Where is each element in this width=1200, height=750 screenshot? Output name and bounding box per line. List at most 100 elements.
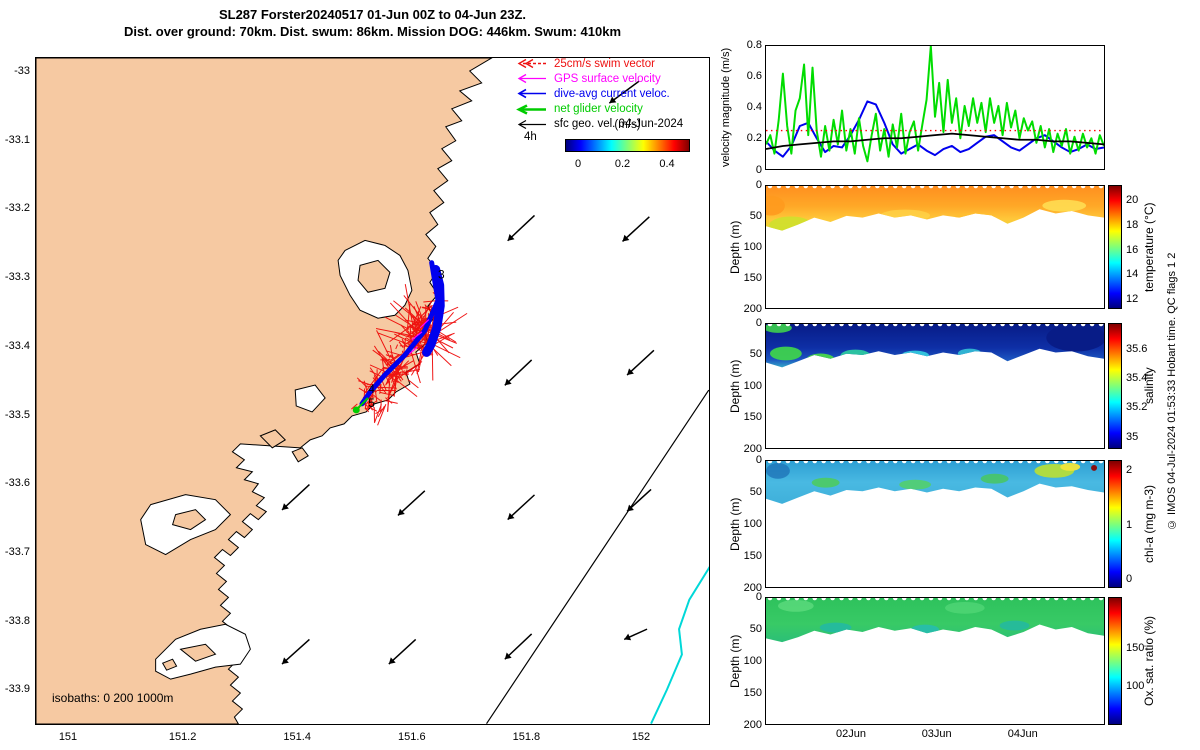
colorbar-tick-label: 0: [1126, 573, 1133, 586]
map-y-tick-label: -33: [14, 65, 30, 77]
gps-surface-velocity-mark: [409, 346, 418, 355]
colorbar-tick-label: 1: [1126, 518, 1133, 531]
depth-tick-label: 0: [755, 453, 762, 466]
gps-surface-velocity-mark: [419, 319, 430, 329]
geo-velocity-arrow: [621, 216, 650, 243]
small-lagoon: [294, 384, 326, 413]
time-x-tick-label: 03Jun: [921, 728, 952, 740]
averaging-window-label: 4h: [524, 131, 537, 143]
land-mass: [36, 58, 493, 724]
geo-velocity-arrow: [397, 490, 426, 516]
colorbar-tick-label: 16: [1126, 243, 1139, 256]
depth-tick-label: 200: [743, 581, 762, 594]
depth-tick-label: 200: [743, 442, 762, 455]
map-y-tick-label: -33.5: [4, 408, 30, 421]
gps-surface-velocity-mark: [411, 331, 423, 341]
waypoint-label: 3: [438, 267, 445, 281]
isobath-200m-line: [486, 389, 709, 724]
waypoint-label: 4: [368, 382, 375, 396]
depth-tick-label: 200: [743, 302, 762, 315]
depth-tick-label: 0: [755, 178, 762, 191]
legend-colorbar: [565, 139, 690, 152]
depth-tick-label: 0: [755, 316, 762, 329]
colorbar-tick-label: 2: [1126, 464, 1133, 477]
legend-label-dive-avg-current: dive-avg current veloc.: [554, 87, 670, 100]
salinity-panel: [765, 323, 1105, 449]
depth-tick-label: 150: [743, 686, 762, 699]
legend-label-sfc-geo-velocity: sfc geo. vel. 04-Jun-2024: [554, 118, 684, 131]
map-y-tick-label: -33.4: [4, 339, 30, 352]
legend-item-net-glider-velocity: net glider velocity: [514, 102, 683, 117]
map-x-tick-label: 151.4: [283, 731, 311, 743]
velocity-y-tick-label: 0.2: [746, 132, 762, 145]
legend-label-gps-velocity: GPS surface velocity: [554, 72, 661, 85]
ox-data-band: [766, 598, 1104, 643]
legend-colorbar-title: (m/s): [614, 119, 641, 131]
legend-item-gps-velocity: GPS surface velocity: [514, 71, 683, 86]
map-title: SL287 Forster20240517 01-Jun 00Z to 04-J…: [218, 7, 527, 22]
map-legend: 25cm/s swim vector GPS surface velocity …: [514, 56, 683, 132]
temp-data-band: [766, 186, 1104, 231]
geo-velocity-arrow: [388, 638, 417, 665]
oxygen-colorbar: [1108, 597, 1122, 725]
depth-tick-label: 50: [749, 209, 762, 222]
legend-label-net-glider-velocity: net glider velocity: [554, 103, 643, 116]
legend-colorbar-tick-label: 0.4: [659, 158, 675, 170]
velocity-y-tick-label: 0.4: [746, 101, 762, 113]
legend-colorbar-tick-label: 0.2: [614, 158, 631, 170]
time-x-tick-label: 04Jun: [1007, 728, 1038, 740]
estuary-island: [179, 643, 217, 662]
salinity-section-canvas: [766, 324, 1104, 368]
legend-colorbar-tick-label: 0: [574, 158, 582, 170]
depth-tick-label: 100: [743, 517, 762, 530]
map-y-tick-label: -33.9: [4, 683, 30, 696]
isobath-1000m-line: [650, 566, 709, 724]
dive-avg-current-track: [422, 265, 445, 357]
geo-velocity-arrow: [281, 638, 310, 665]
map-x-tick-label: 151.8: [512, 731, 541, 743]
map-y-tick-label: -33.7: [4, 545, 30, 558]
geo-velocity-arrow: [507, 494, 536, 521]
geo-velocity-arrow: [507, 214, 536, 242]
map-canvas: 3 45: [36, 58, 709, 724]
map-y-tick-label: -33.3: [4, 271, 30, 284]
chl-band-texture: [766, 462, 1098, 490]
map-x-tick-label: 151.6: [398, 731, 426, 743]
inland-lake-island: [171, 509, 207, 531]
velocity-y-tick-label: 0.6: [746, 69, 762, 82]
temperature-section-canvas: [766, 186, 1104, 231]
temperature-colorbar: [1108, 185, 1122, 309]
geo-velocity-arrow: [626, 349, 655, 376]
map-y-tick-label: -33.2: [4, 202, 30, 215]
chla-high-value-spot: [1091, 464, 1098, 471]
velocity-chart-canvas: [766, 46, 1104, 163]
depth-tick-label: 100: [743, 379, 762, 392]
geo-velocity-arrow: [623, 628, 648, 641]
time-x-tick-label: 02Jun: [836, 728, 866, 740]
map-y-tick-label: -33.8: [4, 614, 30, 627]
mission-end-marker: [352, 406, 360, 414]
series-net-glider-velocity: [766, 46, 1104, 163]
temperature-panel: [765, 185, 1105, 309]
isobaths-label: isobaths: 0 200 1000m: [52, 691, 174, 705]
depth-tick-label: 50: [749, 485, 762, 498]
colorbar-tick-label: 35.4: [1126, 372, 1148, 385]
map-x-tick-label: 152: [631, 731, 651, 743]
velocity-y-tick-label: 0.8: [746, 38, 762, 51]
colorbar-tick-label: 35.2: [1126, 401, 1148, 414]
chla-colorbar: [1108, 460, 1122, 588]
depth-tick-label: 150: [743, 411, 762, 423]
gps-velocity-arrow-icon: [517, 74, 546, 84]
map-subtitle: Dist. over ground: 70km. Dist. swum: 86k…: [123, 24, 622, 39]
chl-data-band: [766, 461, 1104, 504]
depth-tick-label: 50: [749, 622, 762, 635]
legend-item-swim-vector: 25cm/s swim vector: [514, 56, 683, 71]
geo-velocity-arrow: [504, 633, 533, 660]
lake-island: [357, 259, 391, 293]
waypoint-label: 5: [368, 396, 375, 410]
oxygen-section-canvas: [766, 598, 1104, 643]
map-y-tick-label: -33.1: [4, 133, 30, 146]
map-x-tick-label: 151.2: [168, 731, 197, 743]
